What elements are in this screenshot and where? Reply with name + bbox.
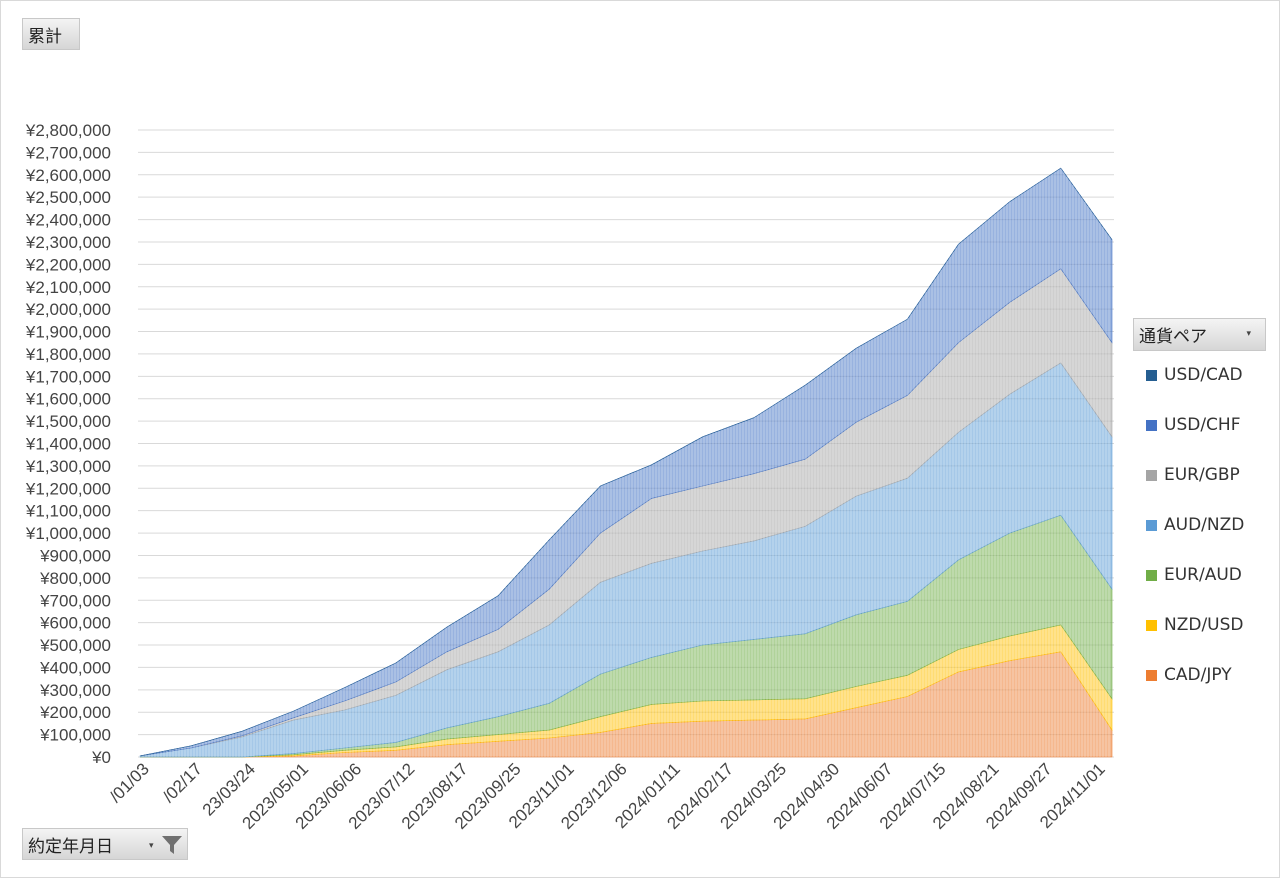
legend-item[interactable]: CAD/JPY	[1146, 665, 1232, 685]
legend-item[interactable]: USD/CAD	[1146, 365, 1243, 385]
legend-swatch	[1146, 419, 1157, 431]
y-tick-label: ¥2,500,000	[25, 188, 111, 207]
bar-stripes	[139, 168, 1110, 757]
legend-label: NZD/USD	[1164, 615, 1244, 635]
currency-pair-filter-button[interactable]: 通貨ペア ▾	[1133, 318, 1266, 351]
filter-funnel-icon[interactable]	[161, 834, 183, 856]
y-tick-label: ¥800,000	[39, 569, 111, 588]
y-tick-label: ¥0	[91, 748, 111, 767]
x-tick-label: /02/17	[159, 759, 206, 806]
legend-swatch	[1146, 369, 1157, 381]
y-tick-label: ¥2,100,000	[25, 278, 111, 297]
legend-swatch	[1146, 619, 1157, 631]
y-tick-label: ¥2,600,000	[25, 166, 111, 185]
y-tick-label: ¥1,400,000	[25, 435, 111, 454]
y-tick-label: ¥100,000	[39, 726, 111, 745]
legend-label: EUR/GBP	[1164, 465, 1240, 485]
dropdown-arrow-icon[interactable]: ▾	[149, 841, 154, 851]
y-tick-label: ¥1,600,000	[25, 390, 111, 409]
sum-field-label: 累計	[28, 26, 62, 47]
series-area-usd-cad[interactable]	[139, 167, 1113, 757]
legend-swatch	[1146, 519, 1157, 531]
trade-date-filter-label: 約定年月日	[28, 836, 113, 857]
legend-swatch	[1146, 669, 1157, 681]
x-tick-label: /01/03	[106, 759, 153, 806]
y-tick-label: ¥2,300,000	[25, 233, 111, 252]
y-tick-label: ¥600,000	[39, 614, 111, 633]
y-tick-label: ¥1,300,000	[25, 457, 111, 476]
legend-swatch	[1146, 469, 1157, 481]
legend-label: CAD/JPY	[1164, 665, 1232, 685]
y-tick-label: ¥2,700,000	[25, 143, 111, 162]
series-areas	[139, 167, 1113, 758]
legend-item[interactable]: USD/CHF	[1146, 415, 1240, 435]
legend-label: USD/CHF	[1164, 415, 1241, 435]
y-tick-label: ¥300,000	[39, 681, 111, 700]
y-axis-ticks: ¥0 ¥100,000 ¥200,000 ¥300,000 ¥400,000 ¥500,0…	[25, 121, 111, 767]
trade-date-filter-button[interactable]: 約定年月日 ▾	[22, 828, 188, 860]
dropdown-arrow-icon[interactable]: ▾	[1246, 329, 1251, 339]
y-tick-label: ¥700,000	[39, 591, 111, 610]
currency-pair-filter-label: 通貨ペア	[1139, 327, 1207, 347]
x-axis-ticks: /01/03/02/1723/03/242023/05/012023/06/06…	[106, 759, 1109, 833]
y-tick-label: ¥1,900,000	[25, 323, 111, 342]
legend-label: AUD/NZD	[1164, 515, 1245, 535]
legend-item[interactable]: EUR/AUD	[1146, 565, 1242, 585]
y-tick-label: ¥1,000,000	[25, 524, 111, 543]
y-tick-label: ¥2,000,000	[25, 300, 111, 319]
y-tick-label: ¥200,000	[39, 703, 111, 722]
y-tick-label: ¥1,200,000	[25, 479, 111, 498]
legend-swatch	[1146, 569, 1157, 581]
legend-item[interactable]: EUR/GBP	[1146, 465, 1240, 485]
legend-item[interactable]: NZD/USD	[1146, 615, 1244, 635]
legend-label: USD/CAD	[1164, 365, 1243, 385]
y-tick-label: ¥2,400,000	[25, 211, 111, 230]
y-tick-label: ¥2,200,000	[25, 255, 111, 274]
legend-item[interactable]: AUD/NZD	[1146, 515, 1244, 535]
y-tick-label: ¥1,700,000	[25, 367, 111, 386]
sum-field-button[interactable]: 累計	[22, 18, 80, 50]
legend-label: EUR/AUD	[1164, 565, 1242, 585]
y-tick-label: ¥900,000	[39, 546, 111, 565]
y-tick-label: ¥1,800,000	[25, 345, 111, 364]
y-tick-label: ¥1,100,000	[25, 502, 111, 521]
y-tick-label: ¥1,500,000	[25, 412, 111, 431]
y-tick-label: ¥2,800,000	[25, 121, 111, 140]
y-tick-label: ¥400,000	[39, 658, 111, 677]
y-tick-label: ¥500,000	[39, 636, 111, 655]
